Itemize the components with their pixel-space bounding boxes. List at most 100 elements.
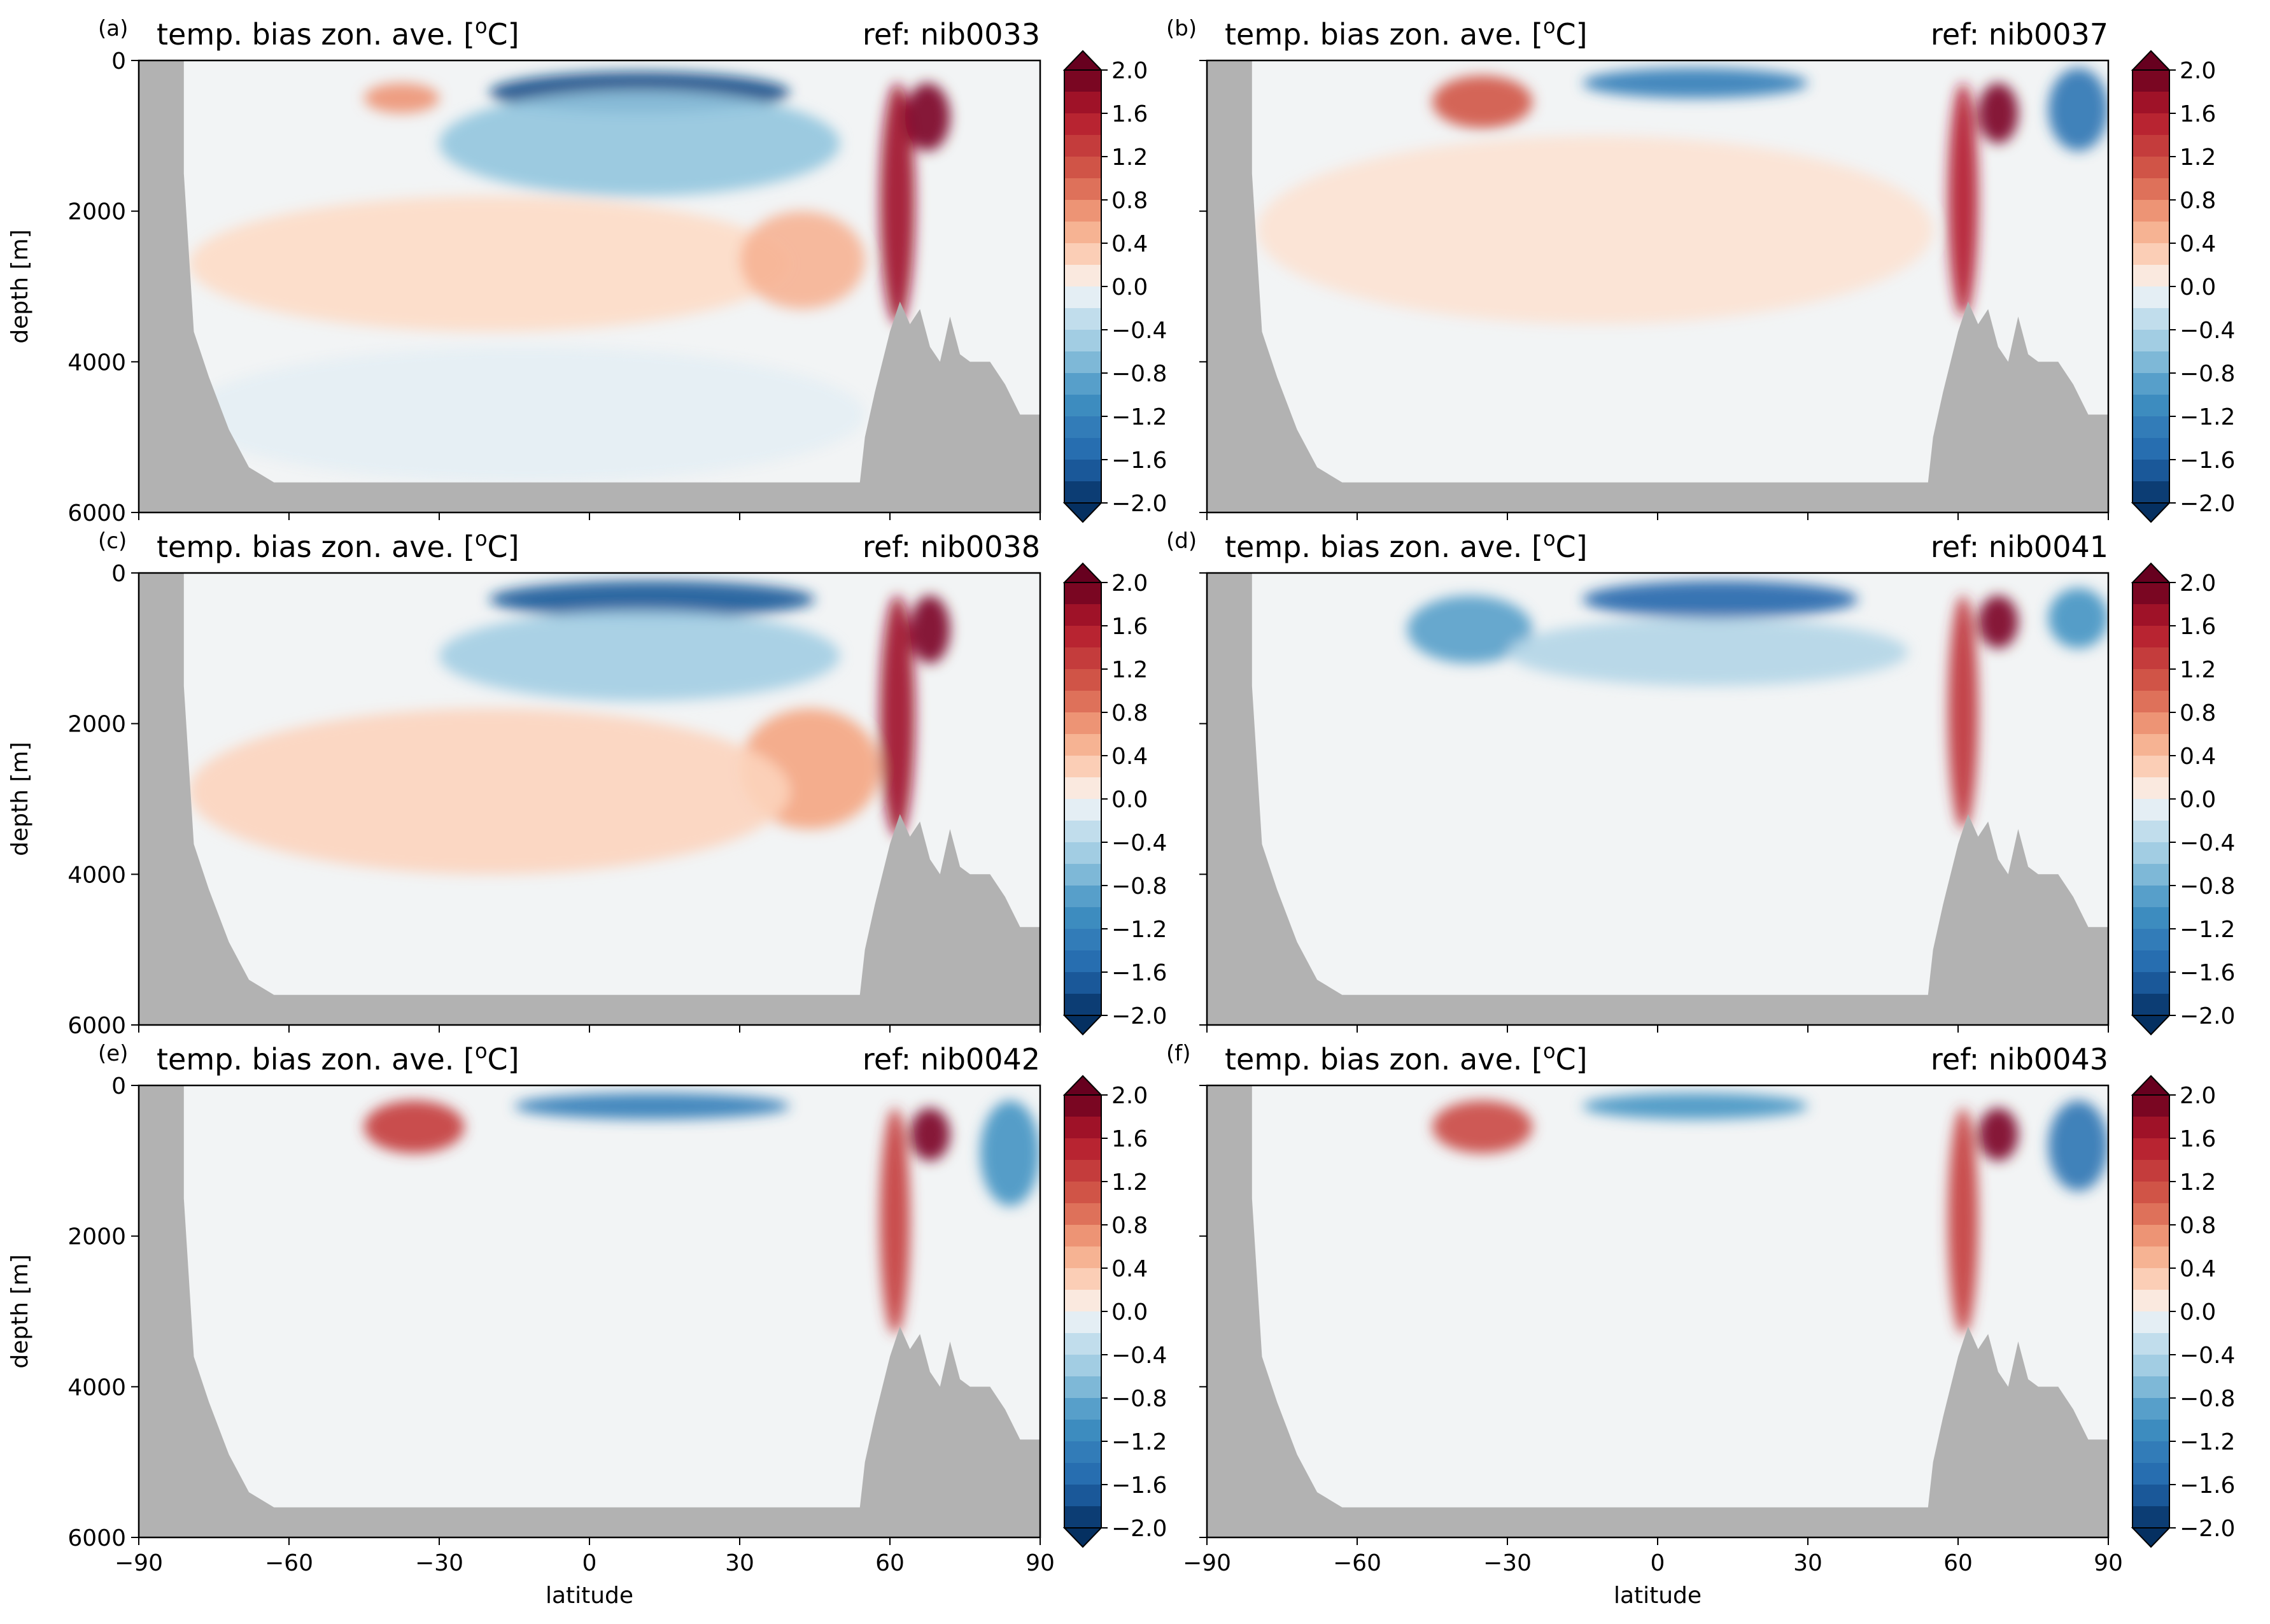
colorbar-segment bbox=[1064, 1160, 1101, 1182]
colorbar-segment bbox=[1064, 864, 1101, 886]
bias-feature bbox=[188, 346, 865, 483]
colorbar-tick-label: 2.0 bbox=[2180, 1083, 2216, 1109]
colorbar-segment bbox=[2133, 200, 2169, 222]
colorbar-tick-label: 0.4 bbox=[1111, 744, 1148, 770]
colorbar-segment bbox=[1064, 929, 1101, 951]
bias-feature bbox=[1583, 580, 1858, 619]
colorbar-tick-label: −1.6 bbox=[2180, 1472, 2235, 1499]
panel-letter: (c) bbox=[98, 528, 127, 554]
bias-feature bbox=[1978, 83, 2019, 144]
bias-feature bbox=[1978, 595, 2019, 649]
colorbar-tick-label: −2.0 bbox=[2180, 1516, 2235, 1542]
x-tick-label: 60 bbox=[1943, 1550, 1973, 1576]
colorbar-tick-label: −0.4 bbox=[2180, 318, 2235, 344]
colorbar-tick-label: −1.6 bbox=[1111, 448, 1167, 474]
y-tick-label: 2000 bbox=[67, 712, 126, 738]
x-tick-label: 90 bbox=[1026, 1550, 1055, 1576]
colorbar-segment bbox=[2133, 1463, 2169, 1485]
y-tick-label: 6000 bbox=[67, 500, 126, 526]
bias-feature bbox=[489, 580, 815, 619]
bias-feature bbox=[188, 196, 790, 332]
colorbar-segment bbox=[2133, 330, 2169, 352]
colorbar-segment bbox=[1064, 886, 1101, 908]
colorbar-segment bbox=[1064, 907, 1101, 929]
panel-d: (d) temp. bias zon. ave. [oC] ref: nib0041… bbox=[1166, 526, 2235, 1036]
y-axis-label: depth [m] bbox=[7, 742, 33, 856]
panel-title-text: temp. bias zon. ave. [ bbox=[157, 530, 475, 564]
colorbar-tick-label: 2.0 bbox=[1111, 570, 1148, 597]
ref-label: ref: nib0033 bbox=[863, 17, 1040, 52]
bias-feature bbox=[2048, 588, 2108, 649]
colorbar-segment bbox=[2133, 1095, 2169, 1117]
land-mask bbox=[1207, 573, 2108, 1025]
colorbar: 2.0 1.6 1.2 0.8 0.4 0.0 −0.4 −0.8 −1.2 −1.6 −2.0 bbox=[1062, 562, 1167, 1036]
colorbar-segment bbox=[2133, 950, 2169, 973]
colorbar-segment bbox=[1064, 1441, 1101, 1464]
colorbar-tick-label: 0.0 bbox=[2180, 1299, 2216, 1325]
panel-title-end: C] bbox=[488, 530, 519, 564]
colorbar-segment bbox=[2133, 416, 2169, 439]
colorbar: 2.0 1.6 1.2 0.8 0.4 0.0 −0.4 −0.8 −1.2 −1.6 −2.0 bbox=[2131, 1075, 2235, 1548]
colorbar-tick-label: −1.2 bbox=[1111, 1429, 1167, 1455]
colorbar-tick-label: −2.0 bbox=[1111, 491, 1167, 517]
colorbar-extend-min bbox=[2131, 1015, 2171, 1036]
colorbar-tick-label: −1.2 bbox=[2180, 404, 2235, 430]
colorbar-tick-label: 0.0 bbox=[1111, 1299, 1148, 1325]
panel-title-text: temp. bias zon. ave. [ bbox=[1225, 17, 1543, 52]
bias-feature bbox=[740, 211, 865, 309]
colorbar-tick-label: −0.8 bbox=[1111, 1386, 1167, 1412]
colorbar-tick-label: −0.8 bbox=[2180, 361, 2235, 387]
y-tick-label: 0 bbox=[111, 48, 126, 74]
y-tick-label: 0 bbox=[111, 561, 126, 587]
colorbar-segment bbox=[2133, 1311, 2169, 1334]
colorbar-segment bbox=[2133, 178, 2169, 201]
x-axis-label: latitude bbox=[1614, 1583, 1702, 1609]
colorbar-tick-label: −0.4 bbox=[1111, 318, 1167, 344]
colorbar-segment bbox=[2133, 907, 2169, 929]
panel-title-sup: o bbox=[475, 526, 488, 551]
colorbar-segment bbox=[2133, 1138, 2169, 1161]
colorbar-extend-max bbox=[2131, 50, 2171, 71]
colorbar-segment bbox=[2133, 1203, 2169, 1225]
bias-feature bbox=[1948, 83, 1978, 317]
colorbar-tick-label: 0.8 bbox=[1111, 188, 1148, 214]
colorbar-segment bbox=[1064, 1376, 1101, 1399]
panel-letter: (a) bbox=[98, 16, 128, 41]
panel-title-sup: o bbox=[1543, 14, 1556, 38]
colorbar-tick-label: 1.2 bbox=[1111, 145, 1148, 171]
colorbar-segment bbox=[1064, 1268, 1101, 1290]
colorbar-tick-label: 1.6 bbox=[2180, 1126, 2216, 1152]
colorbar-extend-max bbox=[1062, 1075, 1103, 1096]
colorbar-segment bbox=[1064, 1290, 1101, 1312]
colorbar-extend-min bbox=[2131, 502, 2171, 523]
colorbar-tick-label: 1.6 bbox=[1111, 614, 1148, 640]
colorbar-tick-label: −2.0 bbox=[2180, 491, 2235, 517]
colorbar-segment bbox=[1064, 200, 1101, 222]
ref-label: ref: nib0041 bbox=[1931, 530, 2108, 564]
land-mask bbox=[139, 1085, 1040, 1537]
bias-feature bbox=[514, 1092, 790, 1120]
panel-title: temp. bias zon. ave. [oC] bbox=[157, 526, 519, 564]
y-tick-label: 2000 bbox=[67, 199, 126, 225]
colorbar-segment bbox=[1064, 286, 1101, 309]
colorbar-segment bbox=[1064, 1398, 1101, 1420]
colorbar-segment bbox=[2133, 799, 2169, 821]
colorbar-segment bbox=[2133, 712, 2169, 735]
plot-area bbox=[139, 60, 1040, 512]
colorbar-segment bbox=[1064, 691, 1101, 713]
colorbar-segment bbox=[1064, 972, 1101, 994]
colorbar-segment bbox=[2133, 395, 2169, 417]
panel-title: temp. bias zon. ave. [oC] bbox=[157, 1039, 519, 1077]
colorbar-segment bbox=[2133, 1333, 2169, 1355]
colorbar-tick-label: 1.2 bbox=[1111, 657, 1148, 683]
bias-features bbox=[1432, 1092, 2108, 1334]
panel-b: (b) temp. bias zon. ave. [oC] ref: nib0037… bbox=[1166, 14, 2235, 523]
panel-title-sup: o bbox=[1543, 526, 1556, 551]
colorbar-tick-label: 0.4 bbox=[2180, 1256, 2216, 1282]
colorbar-segment bbox=[2133, 1485, 2169, 1507]
y-tick-label: 4000 bbox=[67, 350, 126, 376]
colorbar-tick-label: 0.4 bbox=[2180, 744, 2216, 770]
colorbar-segment bbox=[1064, 626, 1101, 648]
colorbar-segment bbox=[1064, 481, 1101, 504]
colorbar-segment bbox=[1064, 1485, 1101, 1507]
